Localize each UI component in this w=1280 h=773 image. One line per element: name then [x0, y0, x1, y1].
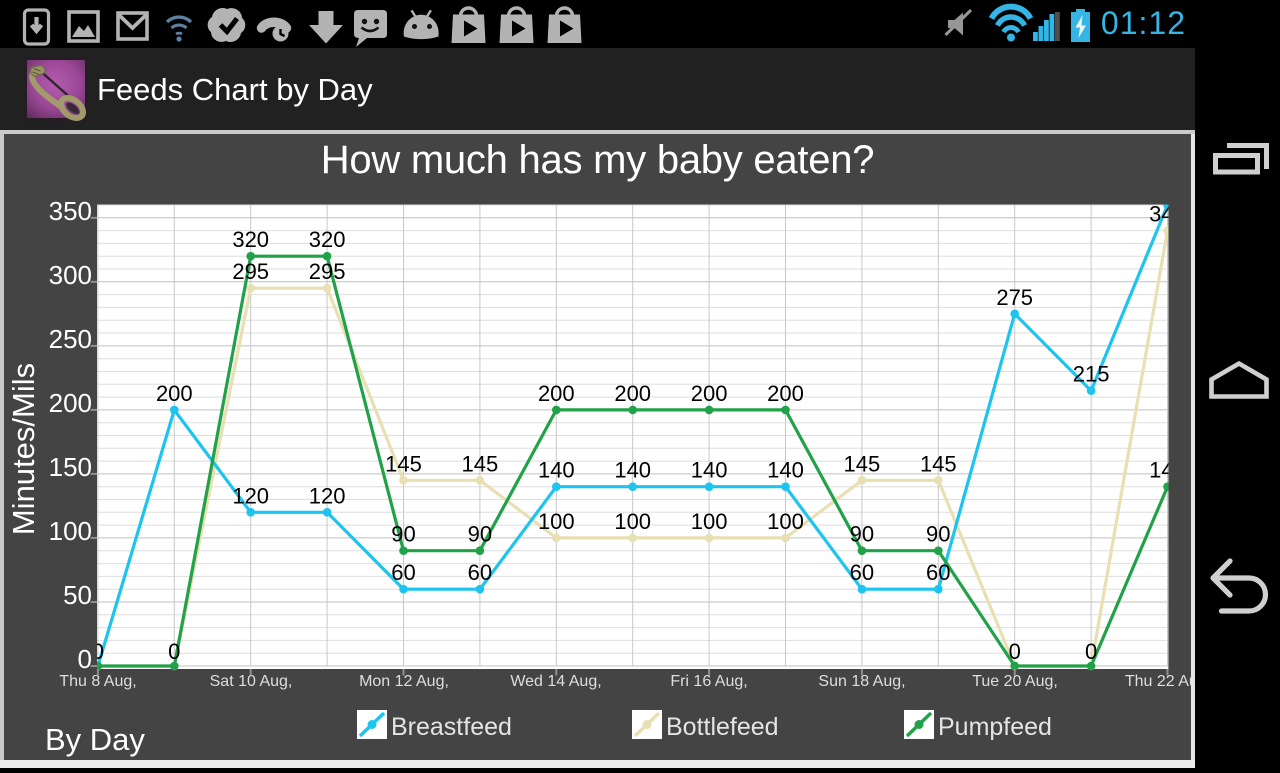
svg-text:340: 340 [1149, 202, 1186, 227]
svg-text:60: 60 [468, 560, 492, 585]
svg-text:140: 140 [538, 458, 575, 483]
svg-text:145: 145 [920, 451, 957, 476]
svg-text:320: 320 [309, 227, 346, 252]
svg-text:200: 200 [767, 381, 804, 406]
svg-text:320: 320 [232, 227, 269, 252]
svg-text:200: 200 [156, 381, 193, 406]
svg-text:140: 140 [767, 458, 804, 483]
svg-text:90: 90 [850, 522, 874, 547]
svg-text:120: 120 [309, 483, 346, 508]
svg-text:0: 0 [1009, 639, 1021, 664]
svg-text:0: 0 [1085, 639, 1097, 664]
svg-text:275: 275 [996, 285, 1033, 310]
svg-text:295: 295 [232, 259, 269, 284]
svg-text:145: 145 [385, 451, 422, 476]
svg-text:90: 90 [391, 522, 415, 547]
svg-text:90: 90 [468, 522, 492, 547]
svg-text:200: 200 [614, 381, 651, 406]
svg-text:145: 145 [462, 451, 499, 476]
svg-text:60: 60 [850, 560, 874, 585]
svg-text:100: 100 [538, 509, 575, 534]
svg-text:0: 0 [168, 639, 180, 664]
svg-text:200: 200 [538, 381, 575, 406]
svg-text:120: 120 [232, 483, 269, 508]
svg-text:100: 100 [767, 509, 804, 534]
svg-text:295: 295 [309, 259, 346, 284]
svg-text:100: 100 [691, 509, 728, 534]
svg-text:100: 100 [614, 509, 651, 534]
svg-text:140: 140 [1149, 458, 1186, 483]
svg-text:140: 140 [614, 458, 651, 483]
svg-text:200: 200 [691, 381, 728, 406]
svg-text:60: 60 [391, 560, 415, 585]
svg-text:140: 140 [691, 458, 728, 483]
svg-text:215: 215 [1073, 362, 1110, 387]
svg-text:60: 60 [926, 560, 950, 585]
svg-text:0: 0 [92, 639, 104, 664]
svg-text:145: 145 [844, 451, 881, 476]
svg-text:90: 90 [926, 522, 950, 547]
